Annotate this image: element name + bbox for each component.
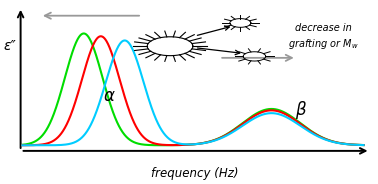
Text: ε″: ε″ xyxy=(4,39,16,53)
Text: β: β xyxy=(295,101,305,119)
Text: α: α xyxy=(103,87,114,105)
Text: decrease in
grafting or M$_w$: decrease in grafting or M$_w$ xyxy=(288,24,358,52)
Text: frequency (Hz): frequency (Hz) xyxy=(151,167,239,180)
